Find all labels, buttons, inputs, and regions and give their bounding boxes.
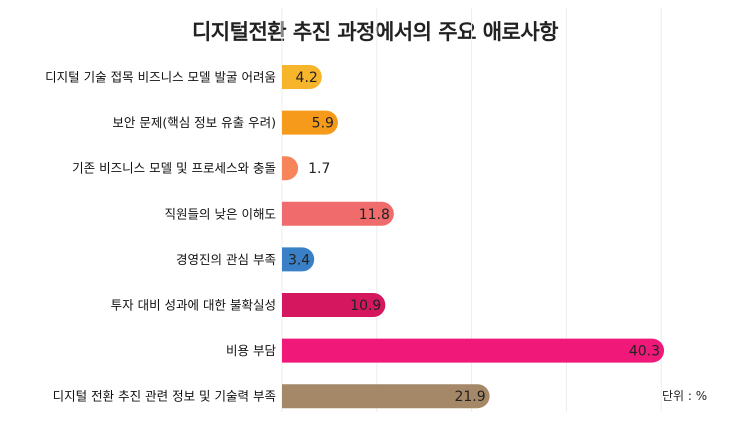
bar <box>282 338 665 363</box>
value-label: 4.2 <box>296 70 318 86</box>
bar <box>282 156 299 181</box>
category-label: 비용 부담 <box>226 343 276 358</box>
category-label: 경영진의 관심 부족 <box>176 252 276 267</box>
chart-title: 디지털전환 추진 과정에서의 주요 애로사항 <box>191 20 559 44</box>
category-label: 기존 비즈니스 모델 및 프로세스와 충돌 <box>72 161 276 176</box>
category-label: 디지털 기술 접목 비즈니스 모델 발굴 어려움 <box>45 70 276 85</box>
bar <box>282 201 394 226</box>
bar <box>282 247 315 272</box>
value-label: 3.4 <box>288 252 310 268</box>
bar <box>282 110 338 135</box>
unit-label: 단위 : % <box>662 389 708 403</box>
value-label: 11.8 <box>359 207 390 223</box>
value-label: 21.9 <box>454 389 485 405</box>
category-label: 보안 문제(핵심 정보 유출 우려) <box>112 115 276 130</box>
category-label: 디지털 전환 추진 관련 정보 및 기술력 부족 <box>53 389 276 404</box>
bar <box>282 384 490 409</box>
value-label: 1.7 <box>308 161 330 177</box>
bar <box>282 293 386 317</box>
bar <box>282 65 322 89</box>
category-label: 직원들의 낮은 이해도 <box>165 206 276 221</box>
value-label: 10.9 <box>350 298 381 314</box>
category-label: 투자 대비 성과에 대한 불확실성 <box>111 298 276 313</box>
value-label: 5.9 <box>312 116 334 132</box>
value-label: 40.3 <box>629 344 660 360</box>
